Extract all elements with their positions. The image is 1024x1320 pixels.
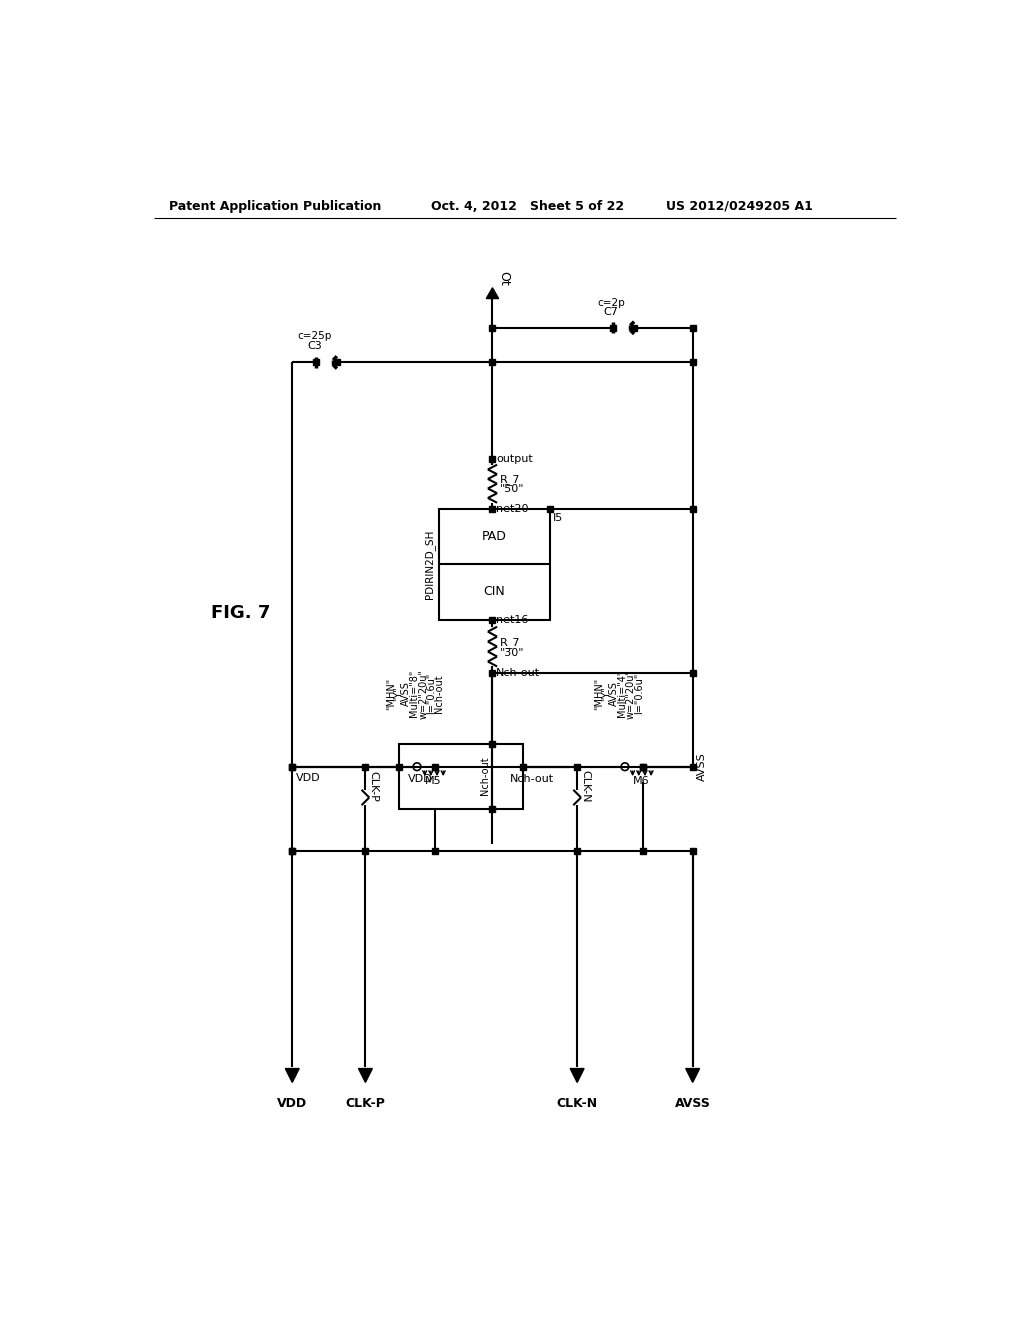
Text: "MHN": "MHN" bbox=[386, 677, 396, 710]
Text: CIN: CIN bbox=[483, 585, 505, 598]
Bar bbox=[438, 508, 550, 620]
Text: Nch-out: Nch-out bbox=[510, 774, 554, 784]
Text: c=25p: c=25p bbox=[297, 331, 332, 342]
Text: l="0.6u": l="0.6u" bbox=[634, 673, 644, 714]
Text: C3: C3 bbox=[307, 341, 322, 351]
Text: Nch-out: Nch-out bbox=[480, 756, 490, 795]
Text: CLK-N: CLK-N bbox=[557, 1097, 598, 1110]
Text: l="0.6u": l="0.6u" bbox=[426, 673, 436, 714]
Text: w=2"20u": w=2"20u" bbox=[418, 668, 428, 718]
Text: "30": "30" bbox=[500, 648, 524, 657]
Text: "50": "50" bbox=[500, 484, 524, 495]
Text: M5: M5 bbox=[425, 776, 441, 785]
Text: output: output bbox=[497, 454, 534, 463]
Text: Nch-out: Nch-out bbox=[497, 668, 541, 677]
Text: M6: M6 bbox=[633, 776, 649, 785]
Text: Multi="4": Multi="4" bbox=[616, 669, 627, 717]
Text: FIG. 7: FIG. 7 bbox=[211, 603, 270, 622]
Text: PDIRIN2D_SH: PDIRIN2D_SH bbox=[425, 529, 435, 599]
Bar bbox=[398, 743, 523, 809]
Text: Nch-out: Nch-out bbox=[433, 675, 443, 713]
Polygon shape bbox=[286, 1069, 299, 1082]
Polygon shape bbox=[686, 1069, 699, 1082]
Polygon shape bbox=[358, 1069, 373, 1082]
Text: CLK-P: CLK-P bbox=[345, 1097, 385, 1110]
Text: AVSS: AVSS bbox=[609, 681, 620, 706]
Text: "MHN": "MHN" bbox=[594, 677, 604, 710]
Text: AVSS: AVSS bbox=[401, 681, 412, 706]
Text: CLK-P: CLK-P bbox=[369, 771, 379, 801]
Text: AVSS: AVSS bbox=[696, 752, 707, 781]
Text: Patent Application Publication: Patent Application Publication bbox=[169, 199, 381, 213]
Text: "Y": "Y" bbox=[393, 686, 403, 701]
Text: I5: I5 bbox=[553, 513, 563, 523]
Polygon shape bbox=[486, 288, 499, 298]
Text: VDD: VDD bbox=[296, 774, 321, 783]
Text: Oct. 4, 2012   Sheet 5 of 22: Oct. 4, 2012 Sheet 5 of 22 bbox=[431, 199, 624, 213]
Text: VDD: VDD bbox=[278, 1097, 307, 1110]
Text: C7: C7 bbox=[603, 308, 618, 317]
Text: Ot: Ot bbox=[497, 271, 510, 286]
Text: w=2"20u": w=2"20u" bbox=[626, 668, 636, 718]
Text: Multi="8": Multi="8" bbox=[409, 669, 419, 717]
Text: net20: net20 bbox=[497, 504, 528, 513]
Text: c=2p: c=2p bbox=[597, 298, 625, 308]
Text: CLK-N: CLK-N bbox=[581, 770, 590, 803]
Text: VDD: VDD bbox=[408, 774, 432, 784]
Text: "Y": "Y" bbox=[601, 686, 611, 701]
Polygon shape bbox=[570, 1069, 584, 1082]
Text: US 2012/0249205 A1: US 2012/0249205 A1 bbox=[666, 199, 813, 213]
Text: AVSS: AVSS bbox=[675, 1097, 711, 1110]
Text: net16: net16 bbox=[497, 615, 528, 626]
Text: R_7: R_7 bbox=[500, 474, 520, 484]
Text: R_7: R_7 bbox=[500, 638, 520, 648]
Text: PAD: PAD bbox=[481, 529, 507, 543]
